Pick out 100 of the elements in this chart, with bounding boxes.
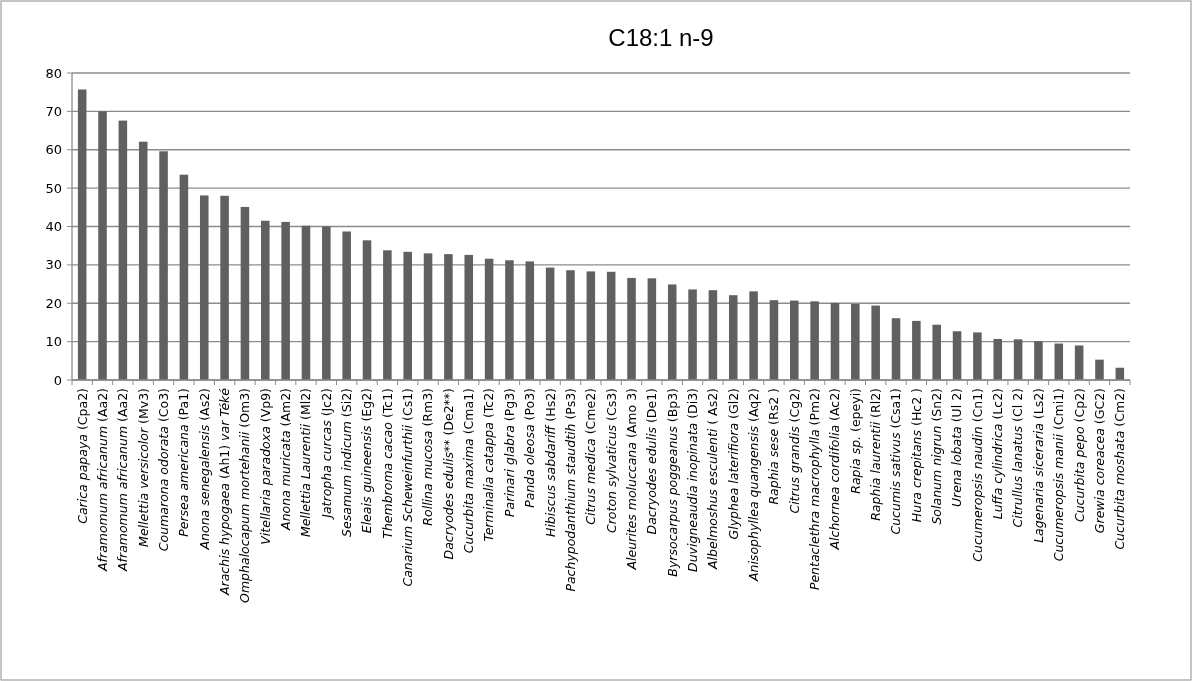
y-tick-label: 10 xyxy=(45,334,62,350)
y-tick-label: 70 xyxy=(45,103,62,119)
x-tick-label: Hura crepitans (Hc2 ) xyxy=(908,388,924,523)
bar xyxy=(322,226,331,380)
x-tick-label: Lagenaria siceraria (Ls2) xyxy=(1030,388,1046,543)
bar xyxy=(1095,359,1104,380)
bar xyxy=(525,261,535,380)
y-tick-label: 0 xyxy=(53,372,62,388)
x-tick-label: Croton sylvaticus (Cs3) xyxy=(603,388,619,534)
bar xyxy=(647,278,657,380)
x-tick-label: Cucurbita moshata (Cm2) xyxy=(1112,388,1128,550)
bar xyxy=(301,225,311,380)
x-tick-label: Eleais guineensis (Eg2) xyxy=(359,388,375,534)
x-tick-label: Pentaclethra macrophylla (Pm2) xyxy=(807,388,823,591)
bar xyxy=(769,300,779,380)
bar xyxy=(810,301,819,380)
x-tick-label: Solanum nigrun (Sn2) xyxy=(929,388,945,525)
x-tick-label: Carica papaya (Cpa2) xyxy=(74,388,90,524)
bar xyxy=(403,251,412,380)
x-tick-label: Luffa cylindrica (Lc2) xyxy=(990,388,1006,520)
bar xyxy=(545,267,555,380)
x-tick-label: Hibiscus sabdariff (Hs2) xyxy=(542,388,558,538)
bar xyxy=(444,254,453,380)
x-tick-label: Canarium Scheweinfurthii (Cs1) xyxy=(400,388,416,587)
x-tick-label: Raphia laurentii (Rl2) xyxy=(868,388,884,521)
bar xyxy=(261,220,270,380)
y-tick-label: 50 xyxy=(45,180,62,196)
bar xyxy=(871,305,880,380)
bar xyxy=(220,195,229,380)
x-tick-label: Alchornea cordifolia (Ac2) xyxy=(827,388,843,551)
x-tick-label: Dacryodes edulis (De1) xyxy=(644,388,660,535)
x-tick-label: Cucumeropsis naudin (Cn1) xyxy=(969,388,985,562)
x-tick-label: Citrus grandis (Cg2) xyxy=(786,388,802,514)
x-tick-label: Anona senegalensis (As2) xyxy=(196,388,212,551)
x-tick-label: Dacryodes edulis** (De2**) xyxy=(440,388,456,560)
chart-title: C18:1 n-9 xyxy=(608,24,714,51)
bar xyxy=(98,111,107,380)
bar xyxy=(790,300,799,380)
x-tick-label: Citrus medica (Cme2) xyxy=(583,388,599,525)
bar xyxy=(138,141,148,380)
x-tick-label: Albelmoshus esculenti ( As2) xyxy=(705,388,721,570)
x-tick-label: Cucurbita pepo (Cp2) xyxy=(1071,388,1087,523)
x-tick-label: Rollina mucosa (Rm3) xyxy=(420,388,436,526)
x-tick-label: Cucurbita maxima (Cma1) xyxy=(461,388,477,554)
bar xyxy=(952,331,962,380)
bar xyxy=(199,195,209,380)
x-tick-label: Anisophyllea quangensis (Aq2) xyxy=(745,388,761,583)
bar xyxy=(281,221,290,380)
bar xyxy=(484,258,494,380)
x-tick-label: Byrsocarpus poggeanus (Bp3) xyxy=(664,388,680,577)
x-tick-label: Cucumis sativus (Csa1) xyxy=(888,388,904,535)
x-tick-label: Panda oleosa (Po3) xyxy=(522,388,538,508)
x-tick-label: Raphia sese (Rs2 ) xyxy=(766,388,782,505)
bar xyxy=(383,250,392,380)
bar xyxy=(627,277,636,380)
x-tick-label: Mellettia Laurentii (Ml2) xyxy=(298,388,314,538)
bar xyxy=(932,324,941,380)
bar xyxy=(891,318,901,380)
bar xyxy=(1074,345,1084,380)
bar xyxy=(118,120,128,380)
x-tick-label: Sesamum indicum (Si2) xyxy=(339,388,355,537)
bar xyxy=(728,295,738,380)
bar xyxy=(912,320,921,380)
x-tick-label: Urena lobata (Ul 2) xyxy=(949,388,965,508)
x-tick-label: Jatropha curcas (Jc2) xyxy=(318,388,334,521)
bar xyxy=(179,174,189,380)
x-tick-label: Anona muricata (Am2) xyxy=(278,388,294,531)
x-tick-label: Aleurites moluccana (Amo 3) xyxy=(623,388,639,571)
bar xyxy=(606,271,616,380)
x-tick-label: Rapia sp. (epeyi) xyxy=(847,388,863,494)
x-tick-label: Grewia coreacea (GC2) xyxy=(1091,388,1107,534)
x-tick-label: Mellettia versicolor (Mv3) xyxy=(135,388,151,547)
x-tick-label: Terminalia catappa (Tc2) xyxy=(481,388,497,542)
x-tick-label: Pachypodanthium staudtih (Ps3) xyxy=(562,388,578,592)
bar xyxy=(1034,341,1043,380)
x-tick-label: Aframomum africanum (Aa2) xyxy=(94,388,110,572)
bar xyxy=(505,260,514,380)
bar xyxy=(159,151,168,380)
bar xyxy=(667,284,677,380)
x-tick-label: Arachis hypogaea (Ah1) var Téké xyxy=(216,387,232,596)
x-tick-label: Persea americana (Pa1) xyxy=(176,388,192,537)
bar xyxy=(464,254,474,380)
bar xyxy=(240,206,250,380)
x-tick-label: Thembroma cacao (Tc1) xyxy=(379,388,395,539)
x-tick-label: Parinari glabra (Pg3) xyxy=(501,388,517,517)
x-tick-label: Coumarona odorata (Co3) xyxy=(155,388,171,552)
x-tick-label: Duvigneaudia inopinata (Di3) xyxy=(684,388,700,572)
bar xyxy=(566,270,575,380)
y-tick-label: 20 xyxy=(45,295,62,311)
x-tick-label: Vitellaria paradoxa (Vp9) xyxy=(257,388,273,545)
bar xyxy=(1013,339,1023,380)
y-tick-label: 40 xyxy=(45,219,62,235)
bar xyxy=(342,231,351,380)
bar xyxy=(362,240,372,380)
bar xyxy=(851,304,860,380)
bar xyxy=(586,271,596,380)
x-tick-label: Glyphea laterifiora (Gl2) xyxy=(725,388,741,540)
y-tick-label: 60 xyxy=(45,142,62,158)
x-tick-label: Citrullus lanatus (Cl 2) xyxy=(1010,388,1026,528)
y-tick-label: 30 xyxy=(45,257,62,273)
